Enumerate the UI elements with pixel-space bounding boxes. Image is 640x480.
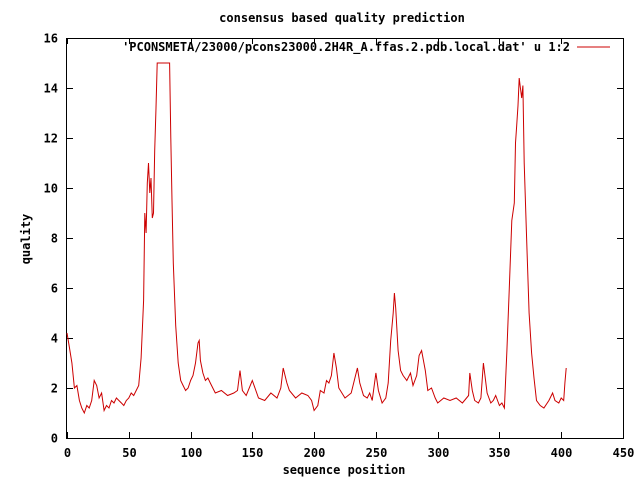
legend-entry-label: 'PCONSMETA/23000/pcons23000.2H4R_A.ffas.… [122,40,570,55]
y-tick-label: 0 [51,432,58,446]
series-line [66,62,567,415]
y-tick-label: 2 [51,382,58,396]
y-tick-label: 4 [51,332,58,346]
x-tick-label: 400 [551,446,573,460]
y-tick-label: 16 [44,32,58,46]
y-tick-label: 12 [44,132,58,146]
legend: 'PCONSMETA/23000/pcons23000.2H4R_A.ffas.… [122,40,610,55]
x-tick-label: 300 [428,446,450,460]
chart-title: consensus based quality prediction [219,11,465,25]
y-axis: 0 2 4 6 8 10 12 14 16 [44,32,623,446]
x-tick-label: 250 [366,446,388,460]
y-tick-label: 14 [44,82,58,96]
y-axis-label: quality [19,214,33,265]
plot-frame [66,38,624,439]
y-tick-label: 6 [51,282,58,296]
x-tick-label: 450 [613,446,635,460]
x-tick-label: 200 [304,446,326,460]
x-tick-label: 150 [242,446,264,460]
x-tick-label: 100 [181,446,203,460]
x-axis-label: sequence position [283,463,406,477]
y-tick-label: 8 [51,232,58,246]
x-tick-label: 50 [122,446,136,460]
x-tick-label: 0 [64,446,71,460]
x-axis: 0 50 100 150 200 250 300 350 400 450 [64,38,634,460]
x-tick-label: 350 [489,446,511,460]
y-tick-label: 10 [44,182,58,196]
